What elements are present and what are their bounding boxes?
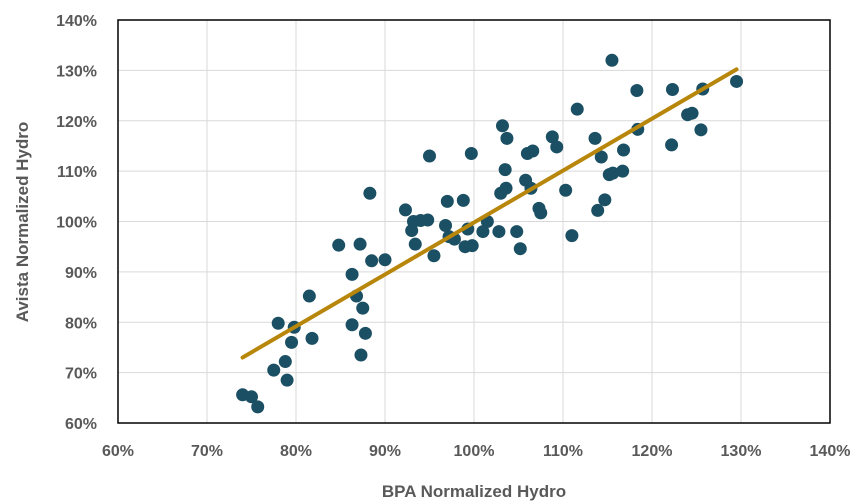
data-point xyxy=(559,183,573,197)
data-point xyxy=(464,146,478,160)
data-point xyxy=(499,181,513,195)
data-point xyxy=(280,373,294,387)
data-point xyxy=(353,237,367,251)
data-point xyxy=(550,140,564,154)
data-point xyxy=(332,238,346,252)
data-point xyxy=(492,225,506,239)
data-point xyxy=(245,390,258,404)
data-point xyxy=(345,267,359,281)
data-point xyxy=(427,249,441,263)
data-point xyxy=(267,363,281,377)
data-point xyxy=(616,164,630,178)
y-tick-label: 130% xyxy=(56,63,97,80)
x-axis-title: BPA Normalized Hydro xyxy=(382,482,566,501)
y-tick-label: 120% xyxy=(56,114,97,131)
y-tick-label: 140% xyxy=(56,13,97,30)
data-point xyxy=(354,348,368,362)
data-point xyxy=(408,237,422,251)
data-point xyxy=(378,253,392,267)
data-point xyxy=(495,119,509,133)
plot-area-border xyxy=(117,19,831,424)
data-point xyxy=(423,149,436,163)
tick-labels: 60% 70% 80% 90% 100% 110% 120% 130% 140% 60% 70% 80… xyxy=(56,13,850,460)
data-point xyxy=(606,166,620,180)
x-tick-label: 60% xyxy=(102,443,134,460)
data-point xyxy=(630,84,644,98)
data-point xyxy=(565,229,579,243)
data-point xyxy=(685,106,699,120)
data-point xyxy=(345,318,359,332)
data-point xyxy=(665,138,679,152)
y-tick-label: 80% xyxy=(65,315,97,332)
data-point xyxy=(440,194,454,208)
data-point xyxy=(594,150,608,164)
data-point xyxy=(465,239,479,253)
x-tick-label: 140% xyxy=(810,443,851,460)
data-point xyxy=(363,186,377,200)
data-point xyxy=(302,289,316,303)
data-point xyxy=(605,53,619,67)
data-point xyxy=(305,331,319,345)
trendline xyxy=(240,67,739,360)
data-point xyxy=(730,74,744,88)
data-point xyxy=(570,102,584,116)
data-point xyxy=(526,144,540,158)
data-point xyxy=(510,225,524,239)
data-point xyxy=(588,131,602,145)
data-point xyxy=(591,203,605,217)
y-axis-title: Avista Normalized Hydro xyxy=(13,122,32,323)
data-point xyxy=(398,203,412,217)
y-tick-label: 110% xyxy=(57,164,97,181)
data-point xyxy=(278,355,292,369)
data-point xyxy=(694,123,708,137)
data-point xyxy=(513,242,527,256)
data-point xyxy=(356,301,370,315)
x-tick-label: 70% xyxy=(191,443,223,460)
data-point xyxy=(498,163,512,177)
x-tick-label: 110% xyxy=(543,443,583,460)
x-tick-label: 90% xyxy=(369,443,401,460)
data-point xyxy=(598,193,612,207)
x-tick-label: 100% xyxy=(454,443,495,460)
data-point xyxy=(439,219,453,233)
data-point xyxy=(456,193,470,207)
y-tick-label: 90% xyxy=(65,265,97,282)
data-point xyxy=(476,225,490,239)
data-point xyxy=(500,131,514,145)
data-point xyxy=(617,143,631,157)
data-point xyxy=(421,213,435,227)
x-tick-label: 130% xyxy=(721,443,762,460)
data-point xyxy=(365,254,379,268)
x-tick-label: 80% xyxy=(280,443,312,460)
x-tick-label: 120% xyxy=(632,443,673,460)
data-point xyxy=(665,83,679,97)
data-point xyxy=(285,335,299,349)
y-tick-label: 70% xyxy=(65,366,97,383)
y-tick-label: 100% xyxy=(56,215,97,232)
data-point xyxy=(271,316,285,330)
y-tick-label: 60% xyxy=(65,416,97,433)
data-point xyxy=(251,400,265,414)
data-point xyxy=(358,326,372,340)
data-point xyxy=(545,130,559,144)
data-point xyxy=(534,206,548,220)
